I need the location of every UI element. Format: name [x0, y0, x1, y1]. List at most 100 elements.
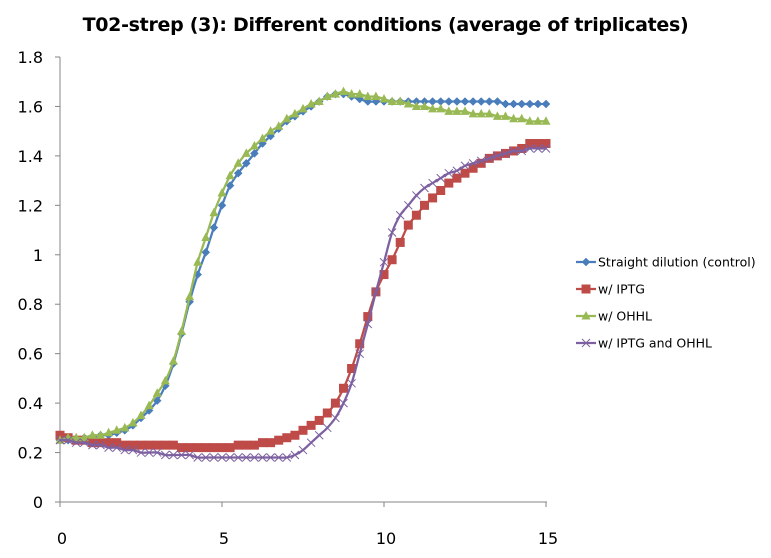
- data-point: [241, 440, 251, 450]
- data-point: [185, 443, 195, 453]
- y-tick-label: 0.4: [18, 394, 43, 413]
- y-tick-label: 0.8: [18, 295, 43, 314]
- data-point: [217, 200, 227, 210]
- data-point: [79, 438, 89, 448]
- data-point: [322, 408, 332, 418]
- data-point: [233, 440, 243, 450]
- data-point: [403, 98, 413, 108]
- data-point: [501, 99, 510, 109]
- data-point: [525, 139, 535, 149]
- data-point: [533, 144, 543, 153]
- data-point: [420, 101, 429, 110]
- data-point: [209, 223, 219, 232]
- data-point: [322, 423, 332, 433]
- data-point: [96, 430, 105, 439]
- data-point: [452, 173, 462, 183]
- legend-marker: [581, 338, 591, 348]
- data-point: [541, 139, 551, 149]
- series-w-iptg: [55, 139, 551, 453]
- y-tick-label: 0.6: [18, 345, 43, 364]
- data-point: [274, 453, 284, 462]
- data-point: [403, 220, 413, 230]
- data-point: [330, 398, 340, 408]
- data-point: [347, 378, 356, 388]
- data-point: [306, 98, 316, 108]
- data-point: [258, 438, 267, 448]
- data-point: [104, 427, 114, 437]
- data-point: [233, 453, 243, 462]
- data-point: [363, 91, 373, 101]
- data-point: [484, 97, 494, 106]
- data-point: [128, 440, 138, 450]
- data-point: [144, 440, 154, 450]
- data-point: [533, 99, 543, 109]
- data-point: [266, 438, 276, 448]
- data-point: [339, 86, 348, 96]
- data-point: [250, 149, 259, 158]
- x-tick-label: 5: [219, 529, 229, 548]
- data-point: [468, 163, 478, 173]
- data-point: [233, 158, 243, 167]
- data-point: [403, 200, 413, 210]
- data-point: [468, 97, 478, 106]
- legend-marker: [581, 257, 591, 267]
- data-point: [177, 326, 186, 335]
- data-point: [314, 415, 324, 425]
- data-point: [379, 94, 389, 103]
- data-point: [436, 186, 446, 195]
- data-point: [387, 96, 397, 105]
- data-point: [160, 375, 170, 385]
- data-point: [476, 97, 486, 106]
- series-line: [59, 147, 546, 459]
- data-point: [193, 453, 203, 462]
- data-point: [476, 158, 486, 168]
- data-point: [517, 143, 527, 153]
- data-point: [177, 443, 186, 453]
- data-point: [517, 146, 527, 156]
- data-point: [347, 89, 357, 98]
- data-point: [87, 430, 97, 439]
- data-point: [266, 126, 276, 135]
- data-point: [290, 450, 300, 460]
- data-point: [395, 210, 405, 220]
- data-point: [71, 438, 81, 448]
- data-point: [120, 422, 130, 432]
- data-point: [169, 450, 178, 460]
- data-point: [217, 187, 227, 197]
- data-point: [249, 440, 259, 450]
- data-point: [79, 432, 89, 442]
- data-point: [225, 443, 235, 453]
- data-point: [533, 116, 543, 125]
- data-point: [509, 146, 518, 156]
- data-point: [282, 453, 292, 462]
- series-layer: [55, 86, 551, 462]
- data-point: [411, 101, 421, 110]
- data-point: [298, 103, 308, 113]
- data-point: [160, 450, 170, 460]
- data-point: [460, 97, 470, 106]
- data-point: [160, 440, 170, 450]
- y-tick-label: 0.2: [18, 444, 43, 463]
- data-point: [339, 398, 348, 408]
- data-point: [460, 106, 470, 115]
- data-point: [444, 97, 454, 106]
- data-point: [88, 440, 97, 450]
- data-point: [185, 450, 194, 460]
- data-point: [533, 139, 543, 149]
- data-point: [484, 154, 494, 163]
- series-straight-dilution-control: [55, 89, 551, 445]
- data-point: [87, 438, 97, 448]
- data-point: [120, 445, 130, 455]
- data-point: [55, 435, 65, 445]
- data-point: [120, 440, 130, 450]
- legend-label: w/ OHHL: [598, 309, 652, 324]
- data-point: [444, 178, 454, 188]
- data-point: [209, 443, 219, 453]
- data-point: [193, 443, 203, 453]
- data-point: [282, 113, 292, 123]
- data-point: [363, 312, 373, 322]
- data-point: [525, 99, 535, 109]
- data-point: [306, 438, 316, 448]
- series-line: [60, 92, 546, 442]
